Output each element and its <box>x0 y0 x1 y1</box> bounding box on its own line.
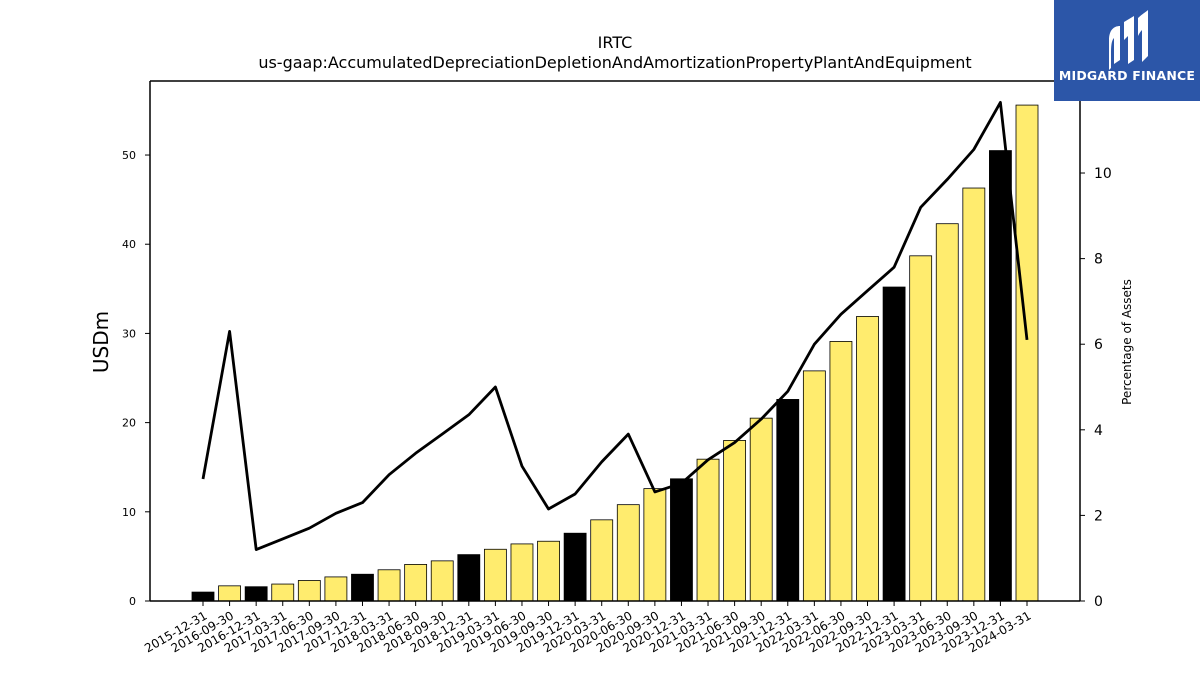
bar-2022-06-30 <box>829 341 853 602</box>
bar-2017-06-30 <box>297 580 321 602</box>
y2-tick-label: 10 <box>1094 166 1112 182</box>
bar-2018-12-31 <box>457 554 481 602</box>
bar-2023-12-31 <box>989 150 1012 602</box>
line-layer <box>201 101 1029 551</box>
bar-2020-09-30 <box>643 488 667 602</box>
bar-2016-09-30 <box>218 585 241 602</box>
chart-subtitle: us-gaap:AccumulatedDepreciationDepletion… <box>258 53 971 72</box>
bar-2020-12-31 <box>670 478 693 602</box>
bar-2019-12-31 <box>563 532 587 602</box>
y2-tick-label: 2 <box>1094 508 1103 524</box>
y2-tick-label: 6 <box>1094 337 1103 353</box>
bar-2016-12-31 <box>244 586 268 602</box>
bar-2018-06-30 <box>404 564 428 602</box>
y-tick-label: 40 <box>122 238 136 251</box>
bar-2023-06-30 <box>935 223 959 602</box>
bar-2019-03-31 <box>483 548 507 602</box>
y-tick-label: 0 <box>129 595 136 608</box>
y2-tick-label: 8 <box>1094 252 1103 268</box>
bar-2023-03-31 <box>909 255 933 602</box>
bar-2022-12-31 <box>882 286 906 602</box>
bar-2018-03-31 <box>377 569 401 602</box>
bar-2021-09-30 <box>749 417 773 602</box>
pct-assets-line <box>201 101 1029 551</box>
y-tick-label: 30 <box>122 327 136 340</box>
y-axis-label: USDm <box>89 311 113 373</box>
y-tick-label: 10 <box>122 506 136 519</box>
bar-2021-03-31 <box>696 458 720 602</box>
y-tick-label: 20 <box>122 417 136 430</box>
bar-2021-12-31 <box>776 399 800 602</box>
bar-2022-03-31 <box>802 370 826 602</box>
chart-title: IRTC <box>598 33 633 52</box>
bar-2017-12-31 <box>351 573 374 602</box>
bar-2022-09-30 <box>856 316 879 602</box>
bar-2018-09-30 <box>430 560 454 602</box>
bar-2019-09-30 <box>537 540 560 602</box>
bar-2024-03-31 <box>1015 104 1039 602</box>
bar-2020-03-31 <box>590 519 614 602</box>
y-tick-label: 50 <box>122 149 136 162</box>
y2-tick-label: 0 <box>1094 594 1103 610</box>
bar-2015-12-31 <box>191 591 215 602</box>
logo-text: MIDGARD FINANCE <box>1058 68 1196 83</box>
bar-2017-09-30 <box>324 576 348 602</box>
y2-axis-label: Percentage of Assets <box>1120 279 1134 405</box>
y2-tick-label: 4 <box>1094 423 1103 439</box>
bar-2020-06-30 <box>616 504 640 602</box>
bar-2017-03-31 <box>271 583 295 602</box>
bar-2019-06-30 <box>510 543 534 602</box>
bar-2023-09-30 <box>962 187 986 602</box>
bar-2021-06-30 <box>723 440 747 602</box>
logo-mark-icon <box>1109 10 1148 70</box>
brand-logo: MIDGARD FINANCE <box>1054 0 1200 101</box>
bars-layer <box>191 104 1039 602</box>
